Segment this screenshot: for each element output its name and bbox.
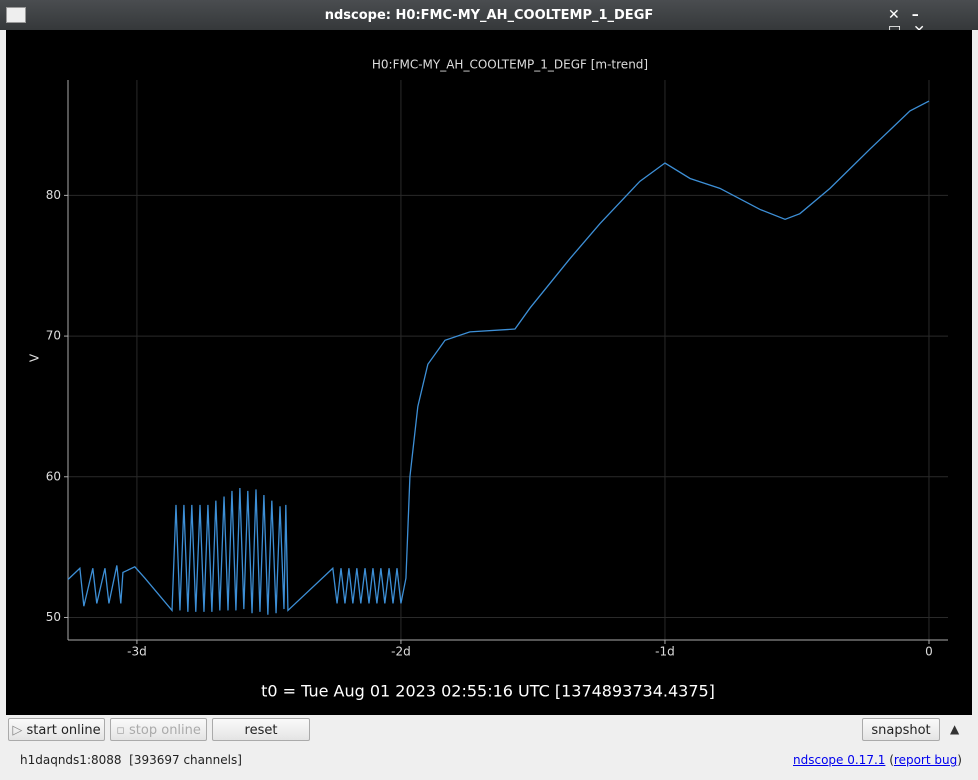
expand-arrow[interactable]: ▲: [950, 722, 960, 736]
y-tick-label: 70: [46, 329, 61, 343]
title-bar: ndscope: H0:FMC-MY_AH_COOLTEMP_1_DEGF ✕–…: [0, 0, 978, 39]
x-tick-label: -3d: [127, 645, 147, 659]
x-tick-label: -1d: [655, 645, 675, 659]
start-online-button[interactable]: ▷ start online: [8, 718, 105, 741]
x-tick-label: 0: [925, 645, 933, 659]
version-info: ndscope 0.17.1 (report bug): [793, 753, 962, 767]
stop-online-button[interactable]: ▫ stop online: [110, 718, 207, 741]
snapshot-button[interactable]: snapshot: [862, 718, 940, 741]
server-status: h1daqnds1:8088 [393697 channels]: [20, 753, 242, 767]
y-axis-label: V: [28, 353, 42, 362]
report-bug-link[interactable]: report bug: [893, 753, 958, 767]
chart: H0:FMC-MY_AH_COOLTEMP_1_DEGF [m-trend] V…: [28, 58, 948, 701]
data-line: [67, 100, 930, 615]
version-link[interactable]: ndscope 0.17.1: [793, 753, 886, 767]
plot-window: [6, 30, 972, 715]
button-label: stop online: [129, 723, 201, 738]
window-title: ndscope: H0:FMC-MY_AH_COOLTEMP_1_DEGF: [324, 8, 654, 23]
paren: ): [957, 753, 962, 767]
chart-title: H0:FMC-MY_AH_COOLTEMP_1_DEGF [m-trend]: [372, 58, 648, 72]
y-tick-label: 60: [46, 469, 61, 483]
y-tick-label: 50: [46, 610, 61, 624]
reset-button[interactable]: reset: [212, 718, 310, 741]
button-label: start online: [26, 723, 101, 738]
t0-label: t0 = Tue Aug 01 2023 02:55:16 UTC [13748…: [261, 682, 715, 701]
paren: (: [889, 753, 894, 767]
x-tick-label: -2d: [391, 645, 411, 659]
app-icon: [6, 7, 26, 23]
y-tick-label: 80: [46, 188, 61, 202]
